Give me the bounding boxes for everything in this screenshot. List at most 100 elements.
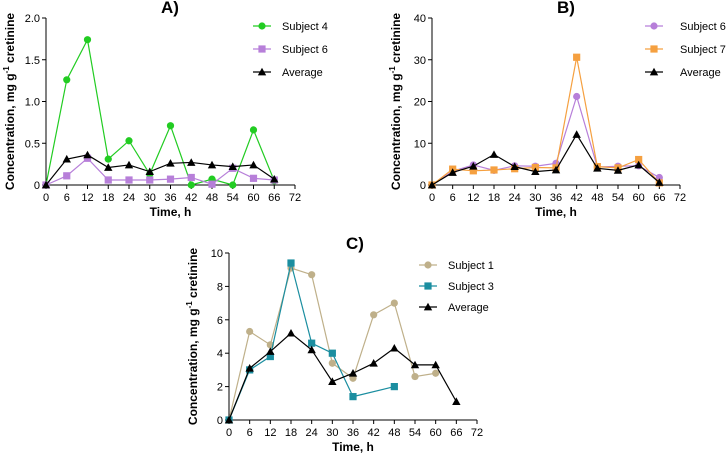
data-point-average bbox=[286, 328, 296, 337]
legend-marker-subject-3 bbox=[424, 282, 432, 290]
y-axis-title: Concentration, mg g-1 cretinine bbox=[185, 248, 200, 425]
data-point-average bbox=[510, 162, 519, 170]
data-point-subject-4 bbox=[187, 181, 195, 189]
x-tick-label: 66 bbox=[450, 427, 462, 439]
data-point-average bbox=[531, 167, 540, 175]
x-tick-label: 0 bbox=[43, 192, 49, 204]
data-point-subject-1 bbox=[411, 372, 419, 381]
data-point-average bbox=[427, 180, 437, 189]
x-tick-label: 36 bbox=[347, 427, 359, 439]
x-axis-title: Time, h bbox=[535, 205, 577, 219]
data-point-subject-6 bbox=[655, 173, 663, 182]
data-point-average bbox=[452, 397, 461, 405]
data-point-average bbox=[207, 160, 217, 169]
panel-title: A) bbox=[161, 0, 179, 17]
data-point-average bbox=[634, 160, 643, 169]
panel-a: 0 6 12 18 24 30 36 42 48 54 60 66 72 0 0.5 1.0 1.5 2.0 Tim… bbox=[2, 0, 328, 219]
legend-marker-subject-6 bbox=[650, 22, 658, 30]
data-point-average bbox=[551, 165, 561, 174]
legend-label-subject-1: Subject 1 bbox=[448, 260, 494, 272]
series-line-subject-6 bbox=[45, 157, 275, 186]
x-tick-label: 42 bbox=[571, 192, 583, 204]
y-tick-label: 40 bbox=[414, 13, 426, 25]
x-tick-label: 30 bbox=[529, 192, 541, 204]
y-tick-label: 10 bbox=[414, 138, 426, 150]
data-point-subject-3 bbox=[349, 393, 357, 401]
y-tick-label: 0 bbox=[420, 180, 426, 192]
data-point-subject-3 bbox=[266, 352, 274, 361]
legend-marker-subject-4 bbox=[258, 22, 266, 30]
data-point-average bbox=[390, 343, 399, 352]
data-point-average bbox=[655, 178, 664, 186]
data-point-average bbox=[348, 369, 358, 377]
x-tick-label: 36 bbox=[164, 192, 176, 204]
data-point-subject-4 bbox=[63, 76, 71, 84]
x-tick-label: 54 bbox=[409, 427, 421, 439]
legend-label-average: Average bbox=[448, 302, 489, 314]
data-point-subject-7 bbox=[635, 155, 643, 164]
y-tick-label: 4 bbox=[217, 348, 223, 360]
legend-label-subject-3: Subject 3 bbox=[448, 281, 494, 293]
x-axis-title: Time, h bbox=[332, 440, 374, 454]
series-line-subject-6 bbox=[431, 94, 660, 186]
data-point-average bbox=[83, 150, 92, 159]
data-point-average bbox=[469, 162, 478, 170]
x-tick-label: 30 bbox=[144, 192, 156, 204]
y-tick-label: 0 bbox=[34, 180, 40, 192]
data-point-subject-1 bbox=[246, 327, 254, 336]
y-tick-label: 10 bbox=[211, 248, 223, 260]
data-point-average bbox=[410, 360, 420, 369]
data-point-average bbox=[266, 347, 275, 355]
legend-marker-subject-6 bbox=[258, 45, 266, 53]
data-point-average bbox=[245, 364, 254, 372]
data-point-subject-4 bbox=[166, 122, 175, 130]
x-tick-label: 60 bbox=[430, 427, 442, 439]
legend-label-average: Average bbox=[680, 67, 721, 79]
legend-label-subject-7: Subject 7 bbox=[680, 44, 726, 56]
x-tick-label: 66 bbox=[653, 192, 665, 204]
data-point-subject-1 bbox=[370, 311, 378, 319]
data-point-subject-4 bbox=[229, 181, 237, 189]
data-point-subject-6 bbox=[573, 92, 581, 101]
data-point-subject-3 bbox=[328, 349, 336, 357]
panel-title: B) bbox=[557, 0, 575, 17]
legend-label-subject-6: Subject 6 bbox=[282, 44, 328, 56]
y-tick-label: 1.5 bbox=[25, 55, 40, 67]
data-point-average bbox=[613, 166, 623, 174]
data-point-subject-6 bbox=[208, 180, 216, 188]
legend-label-average: Average bbox=[282, 67, 323, 79]
data-point-subject-6 bbox=[125, 176, 133, 184]
x-tick-label: 54 bbox=[612, 192, 624, 204]
x-tick-label: 48 bbox=[206, 192, 218, 204]
data-point-average bbox=[41, 180, 51, 189]
legend-label-subject-4: Subject 4 bbox=[282, 21, 328, 33]
series-line-average bbox=[431, 133, 660, 186]
x-tick-label: 0 bbox=[429, 192, 435, 204]
data-point-average bbox=[62, 154, 71, 163]
y-tick-label: 0.5 bbox=[25, 138, 40, 150]
data-point-average bbox=[104, 163, 113, 171]
series-line-average bbox=[228, 332, 457, 421]
x-tick-label: 6 bbox=[64, 192, 70, 204]
series-line-subject-1 bbox=[228, 267, 436, 421]
x-tick-label: 24 bbox=[509, 192, 521, 204]
legend-label-subject-6: Subject 6 bbox=[680, 21, 726, 33]
data-point-subject-1 bbox=[432, 369, 440, 377]
x-tick-label: 12 bbox=[467, 192, 479, 204]
data-point-average bbox=[593, 164, 602, 172]
x-tick-label: 36 bbox=[550, 192, 562, 204]
panel-title: C) bbox=[346, 234, 364, 253]
x-tick-label: 42 bbox=[185, 192, 197, 204]
x-tick-label: 0 bbox=[226, 427, 232, 439]
x-tick-label: 72 bbox=[471, 427, 483, 439]
data-point-average bbox=[431, 360, 440, 369]
data-point-subject-4 bbox=[125, 137, 133, 145]
data-point-subject-3 bbox=[390, 383, 398, 391]
data-point-subject-7 bbox=[490, 166, 498, 174]
x-tick-label: 42 bbox=[368, 427, 380, 439]
legend-marker-average bbox=[423, 302, 433, 311]
x-tick-label: 72 bbox=[674, 192, 686, 204]
x-tick-label: 48 bbox=[388, 427, 400, 439]
y-tick-label: 8 bbox=[217, 281, 223, 293]
